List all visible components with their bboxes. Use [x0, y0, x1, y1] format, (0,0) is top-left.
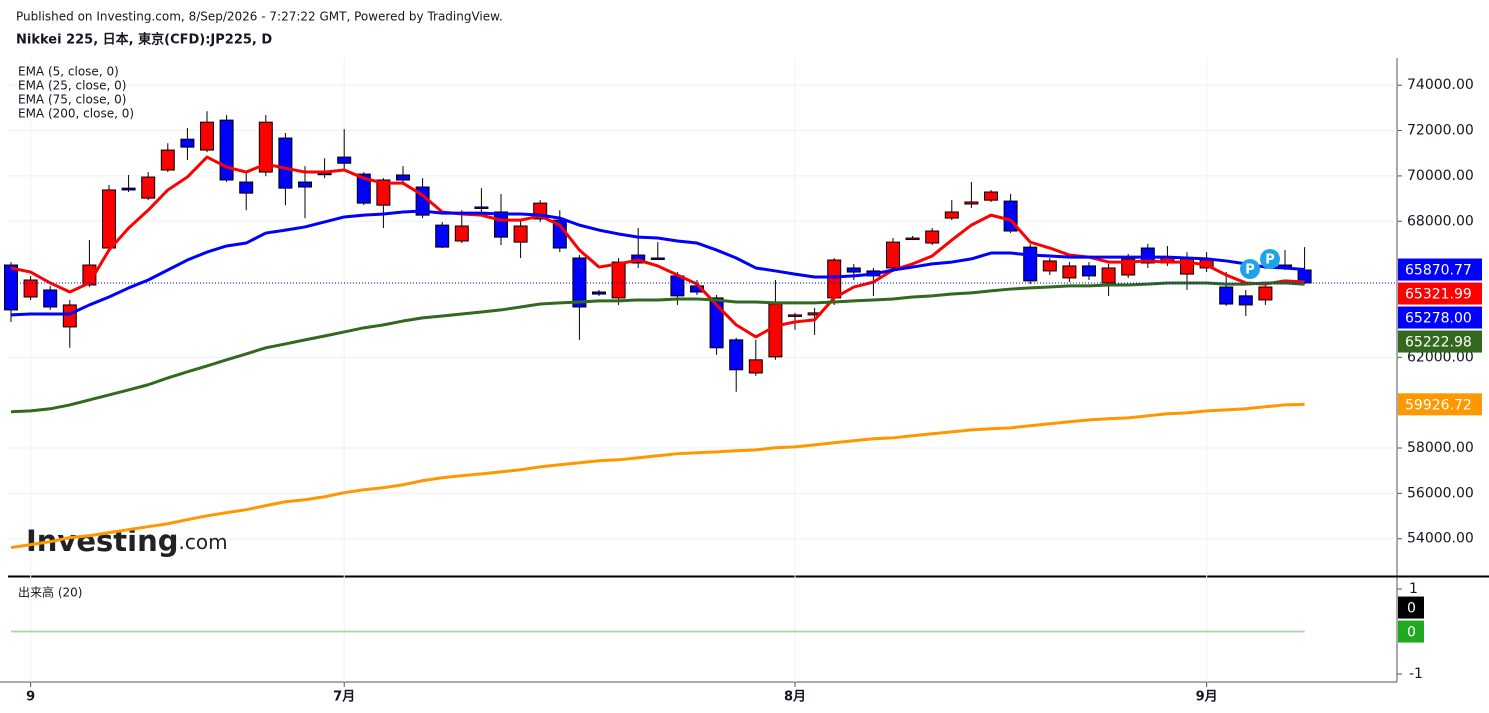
- candle-body: [180, 138, 195, 148]
- legend-entry: EMA (5, close, 0): [18, 65, 119, 79]
- candle-body: [592, 291, 606, 295]
- y-tick-label: 1: [1409, 581, 1418, 597]
- candle-body: [788, 314, 802, 317]
- price-label: 65278.00: [1405, 311, 1472, 327]
- candle-body: [846, 267, 861, 273]
- x-tick-label: 7月: [333, 690, 355, 705]
- indicator-line: [10, 402, 1305, 550]
- event-marker: [1240, 259, 1260, 279]
- candle-body: [160, 149, 175, 171]
- candle-body: [964, 201, 979, 205]
- candle-body: [376, 179, 391, 206]
- y-tick-label: 54000.00: [1407, 531, 1474, 547]
- candle-body: [513, 225, 528, 243]
- candle-body: [43, 289, 58, 308]
- candle-body: [141, 176, 156, 199]
- candle-body: [298, 181, 312, 188]
- price-label: 0: [1407, 601, 1416, 617]
- grid-layer: [8, 58, 1397, 682]
- candle-body: [1082, 265, 1096, 277]
- candle-body: [650, 257, 665, 260]
- candle-body: [768, 303, 783, 358]
- price-label-box: [1398, 393, 1482, 416]
- candle-body: [219, 119, 234, 181]
- candle-body: [356, 173, 371, 204]
- candle-body: [1258, 286, 1273, 301]
- candle-body: [396, 174, 410, 181]
- candle-body: [925, 230, 940, 244]
- x-tick-label: 9月: [1196, 690, 1218, 705]
- candle-body: [1140, 247, 1155, 264]
- price-label: 59926.72: [1405, 397, 1472, 413]
- candle-body: [4, 264, 18, 311]
- y-tick-label: 56000.00: [1407, 485, 1474, 501]
- candle-body: [1238, 295, 1253, 306]
- y-tick-label: -1: [1409, 666, 1423, 682]
- legend-entry: EMA (200, close, 0): [18, 107, 134, 121]
- candle-body: [984, 191, 998, 201]
- price-label-box: [1398, 596, 1424, 619]
- y-tick-label: 62000.00: [1407, 349, 1474, 365]
- candle-body: [1180, 257, 1194, 275]
- candle-body: [886, 241, 900, 269]
- candle-body: [670, 275, 685, 297]
- legend-entry: EMA (75, close, 0): [18, 93, 126, 107]
- x-tick-label: 8月: [784, 690, 806, 705]
- candle-body: [62, 304, 77, 328]
- x-tick-label: 9: [26, 690, 35, 705]
- indicator-line: [10, 281, 1305, 414]
- price-label: 65321.99: [1405, 287, 1472, 303]
- source-note: Published on Investing.com, 8/Sep/2026 -…: [16, 10, 503, 24]
- candle-body: [239, 181, 254, 194]
- price-label: 65870.77: [1405, 263, 1472, 279]
- candle-body: [337, 156, 352, 164]
- candle-body: [23, 279, 38, 298]
- candle-body: [435, 224, 450, 248]
- candle-body: [611, 261, 626, 299]
- candle-body: [827, 259, 842, 299]
- price-label-box: [1398, 306, 1482, 329]
- candle-body: [454, 225, 469, 242]
- candle-body: [572, 257, 587, 308]
- event-marker: [1260, 249, 1280, 269]
- candle-body: [1101, 267, 1116, 284]
- watermark-suffix: .com: [178, 530, 227, 554]
- price-label: 65222.98: [1405, 335, 1472, 351]
- chart-title: Nikkei 225, 日本, 東京(CFD):JP225, D: [16, 32, 272, 48]
- candle-body: [200, 121, 214, 151]
- legend-entry: EMA (25, close, 0): [18, 79, 126, 93]
- candle-body: [944, 211, 959, 219]
- candle-body: [1042, 260, 1057, 272]
- y-tick-label: 68000.00: [1407, 213, 1474, 229]
- price-label: 0: [1407, 625, 1416, 641]
- y-tick-label: 72000.00: [1407, 123, 1474, 139]
- candle-body: [494, 211, 508, 238]
- y-tick-label: 74000.00: [1407, 77, 1474, 93]
- price-label-box: [1398, 258, 1482, 281]
- price-label-box: [1398, 330, 1482, 353]
- candle-body: [729, 339, 744, 371]
- candle-body: [258, 121, 273, 173]
- candle-body: [474, 206, 489, 209]
- candle-body: [1023, 246, 1038, 282]
- price-label-box: [1398, 282, 1482, 305]
- candle-body: [102, 189, 116, 249]
- candle-body: [905, 237, 920, 241]
- candle-body: [1219, 286, 1234, 305]
- price-label-box: [1398, 620, 1424, 643]
- pane-title: 出来高 (20): [18, 585, 82, 600]
- candle-body: [121, 187, 136, 191]
- y-tick-label: 70000.00: [1407, 168, 1474, 184]
- candle-body: [1062, 265, 1077, 279]
- event-marker-label: P: [1245, 263, 1255, 278]
- indicator-line: [10, 209, 1305, 317]
- candle-body: [748, 359, 763, 374]
- y-tick-label: 58000.00: [1407, 440, 1474, 456]
- event-marker-label: P: [1265, 253, 1275, 268]
- candle-body: [278, 137, 293, 189]
